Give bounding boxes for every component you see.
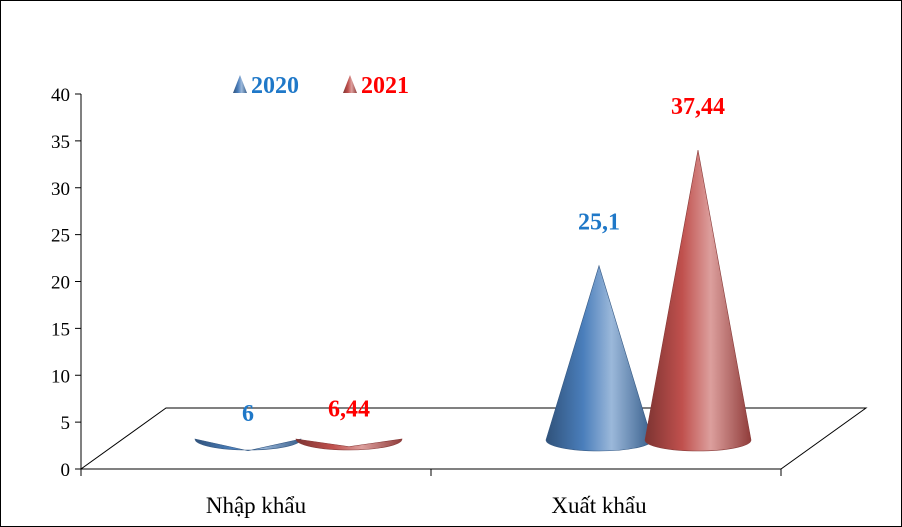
data-label-xuat-khau-2020: 25,1	[578, 210, 620, 236]
cone-xuat-khau-2020	[545, 264, 653, 452]
legend-label-2021: 2021	[361, 73, 409, 99]
data-label-xuat-khau-2021: 37,44	[671, 94, 725, 120]
cone-nhap-khau-2021	[295, 438, 403, 451]
category-label-nhap-khau: Nhập khẩu	[206, 493, 307, 518]
y-tick-label: 30	[51, 179, 70, 200]
legend-marker-2020	[233, 75, 247, 93]
y-tick-label: 0	[61, 460, 71, 481]
data-label-nhap-khau-2020: 6	[242, 401, 254, 427]
y-tick-label: 25	[51, 226, 70, 247]
legend-marker-2021	[343, 75, 357, 93]
cone-body	[295, 438, 403, 451]
cone-xuat-khau-2021	[644, 149, 752, 452]
y-tick-label: 20	[51, 273, 70, 294]
cone-body	[194, 438, 302, 452]
y-tick-label: 15	[51, 319, 70, 340]
y-tick-label: 10	[51, 366, 70, 387]
floor-plane	[79, 407, 868, 470]
cone-body	[545, 264, 653, 452]
legend-label-2020: 2020	[251, 73, 299, 99]
data-label-nhap-khau-2021: 6,44	[328, 397, 370, 423]
category-label-xuat-khau: Xuất khẩu	[551, 493, 647, 518]
y-tick-label: 5	[61, 413, 71, 434]
cone-nhap-khau-2020	[194, 438, 302, 452]
y-tick-label: 35	[51, 132, 70, 153]
cone-body	[644, 149, 752, 452]
y-tick-label: 40	[51, 85, 70, 106]
